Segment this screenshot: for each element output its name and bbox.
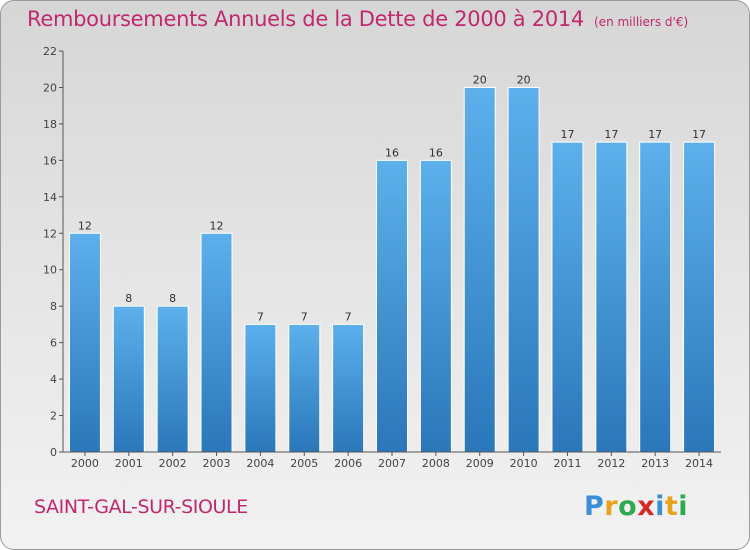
bar-2001 [112, 305, 145, 453]
bar-2010 [507, 86, 540, 453]
x-tick-label: 2000 [71, 457, 99, 470]
logo-letter: r [604, 491, 619, 522]
bar-2002 [156, 305, 189, 453]
x-tick-label: 2014 [685, 457, 713, 470]
y-tick-label: 18 [43, 118, 57, 131]
x-tick-label: 2010 [510, 457, 538, 470]
bar-2008 [419, 159, 452, 453]
y-tick-label: 0 [50, 446, 57, 459]
bar-2013 [639, 141, 672, 453]
proxiti-logo: Proxiti [584, 491, 688, 522]
bar-2011 [551, 141, 584, 453]
y-tick-label: 10 [43, 264, 57, 277]
bar-value-label: 16 [429, 146, 443, 159]
bar-2009 [463, 86, 496, 453]
bar-2014 [683, 141, 716, 453]
bar-value-label: 12 [78, 219, 92, 232]
bar-value-label: 17 [604, 128, 618, 141]
x-tick-label: 2003 [203, 457, 231, 470]
logo-letter: P [584, 491, 605, 522]
bar-value-label: 16 [385, 146, 399, 159]
bar-2004 [244, 323, 277, 453]
logo-letter: t [664, 491, 679, 522]
x-tick-label: 2012 [597, 457, 625, 470]
bar-2005 [288, 323, 321, 453]
bar-value-label: 12 [210, 219, 224, 232]
bar-value-label: 7 [345, 310, 352, 323]
bar-value-label: 7 [301, 310, 308, 323]
logo-letter: i [655, 491, 665, 522]
y-tick-label: 22 [43, 45, 57, 58]
bar-value-label: 17 [560, 128, 574, 141]
logo-letter: i [678, 491, 689, 522]
chart-title-block: Remboursements Annuels de la Dette de 20… [27, 7, 688, 31]
bar-value-label: 7 [257, 310, 264, 323]
bar-value-label: 17 [648, 128, 662, 141]
chart-unit: (en milliers d'€) [594, 15, 689, 29]
bar-value-label: 20 [517, 73, 531, 86]
x-tick-label: 2007 [378, 457, 406, 470]
commune-name: SAINT-GAL-SUR-SIOULE [34, 496, 248, 518]
logo-letter: o [618, 491, 638, 522]
x-tick-label: 2001 [115, 457, 143, 470]
x-tick-label: 2006 [334, 457, 362, 470]
bar-value-label: 8 [125, 292, 132, 305]
x-tick-label: 2009 [466, 457, 494, 470]
y-tick-label: 8 [50, 300, 57, 313]
x-tick-label: 2011 [553, 457, 581, 470]
y-tick-label: 14 [43, 191, 57, 204]
x-axis: 2000 2001 2002 2003 2004 2005 2006 2007 2008 2009… [63, 451, 721, 470]
y-axis: 0 2 4 6 8 10 12 14 16 18 20 22 [43, 45, 64, 459]
bar-value-label: 20 [473, 73, 487, 86]
y-tick-label: 16 [43, 154, 57, 167]
x-tick-label: 2002 [159, 457, 187, 470]
chart-title: Remboursements Annuels de la Dette de 20… [27, 7, 584, 31]
bars: 12 8 8 12 7 7 7 16 16 20 20 17 17 17 17 [68, 73, 716, 453]
logo-letter: x [637, 491, 656, 522]
bar-2006 [332, 323, 365, 453]
bar-2003 [200, 232, 233, 453]
bar-2012 [595, 141, 628, 453]
y-tick-label: 4 [50, 373, 57, 386]
x-tick-label: 2013 [641, 457, 669, 470]
x-tick-label: 2005 [290, 457, 318, 470]
y-tick-label: 6 [50, 337, 57, 350]
x-tick-label: 2008 [422, 457, 450, 470]
bar-value-label: 17 [692, 128, 706, 141]
y-tick-label: 20 [43, 81, 57, 94]
x-tick-label: 2004 [246, 457, 274, 470]
y-tick-label: 12 [43, 227, 57, 240]
y-tick-label: 2 [50, 410, 57, 423]
bar-value-label: 8 [169, 292, 176, 305]
bar-2000 [68, 232, 101, 453]
bar-2007 [376, 159, 408, 453]
